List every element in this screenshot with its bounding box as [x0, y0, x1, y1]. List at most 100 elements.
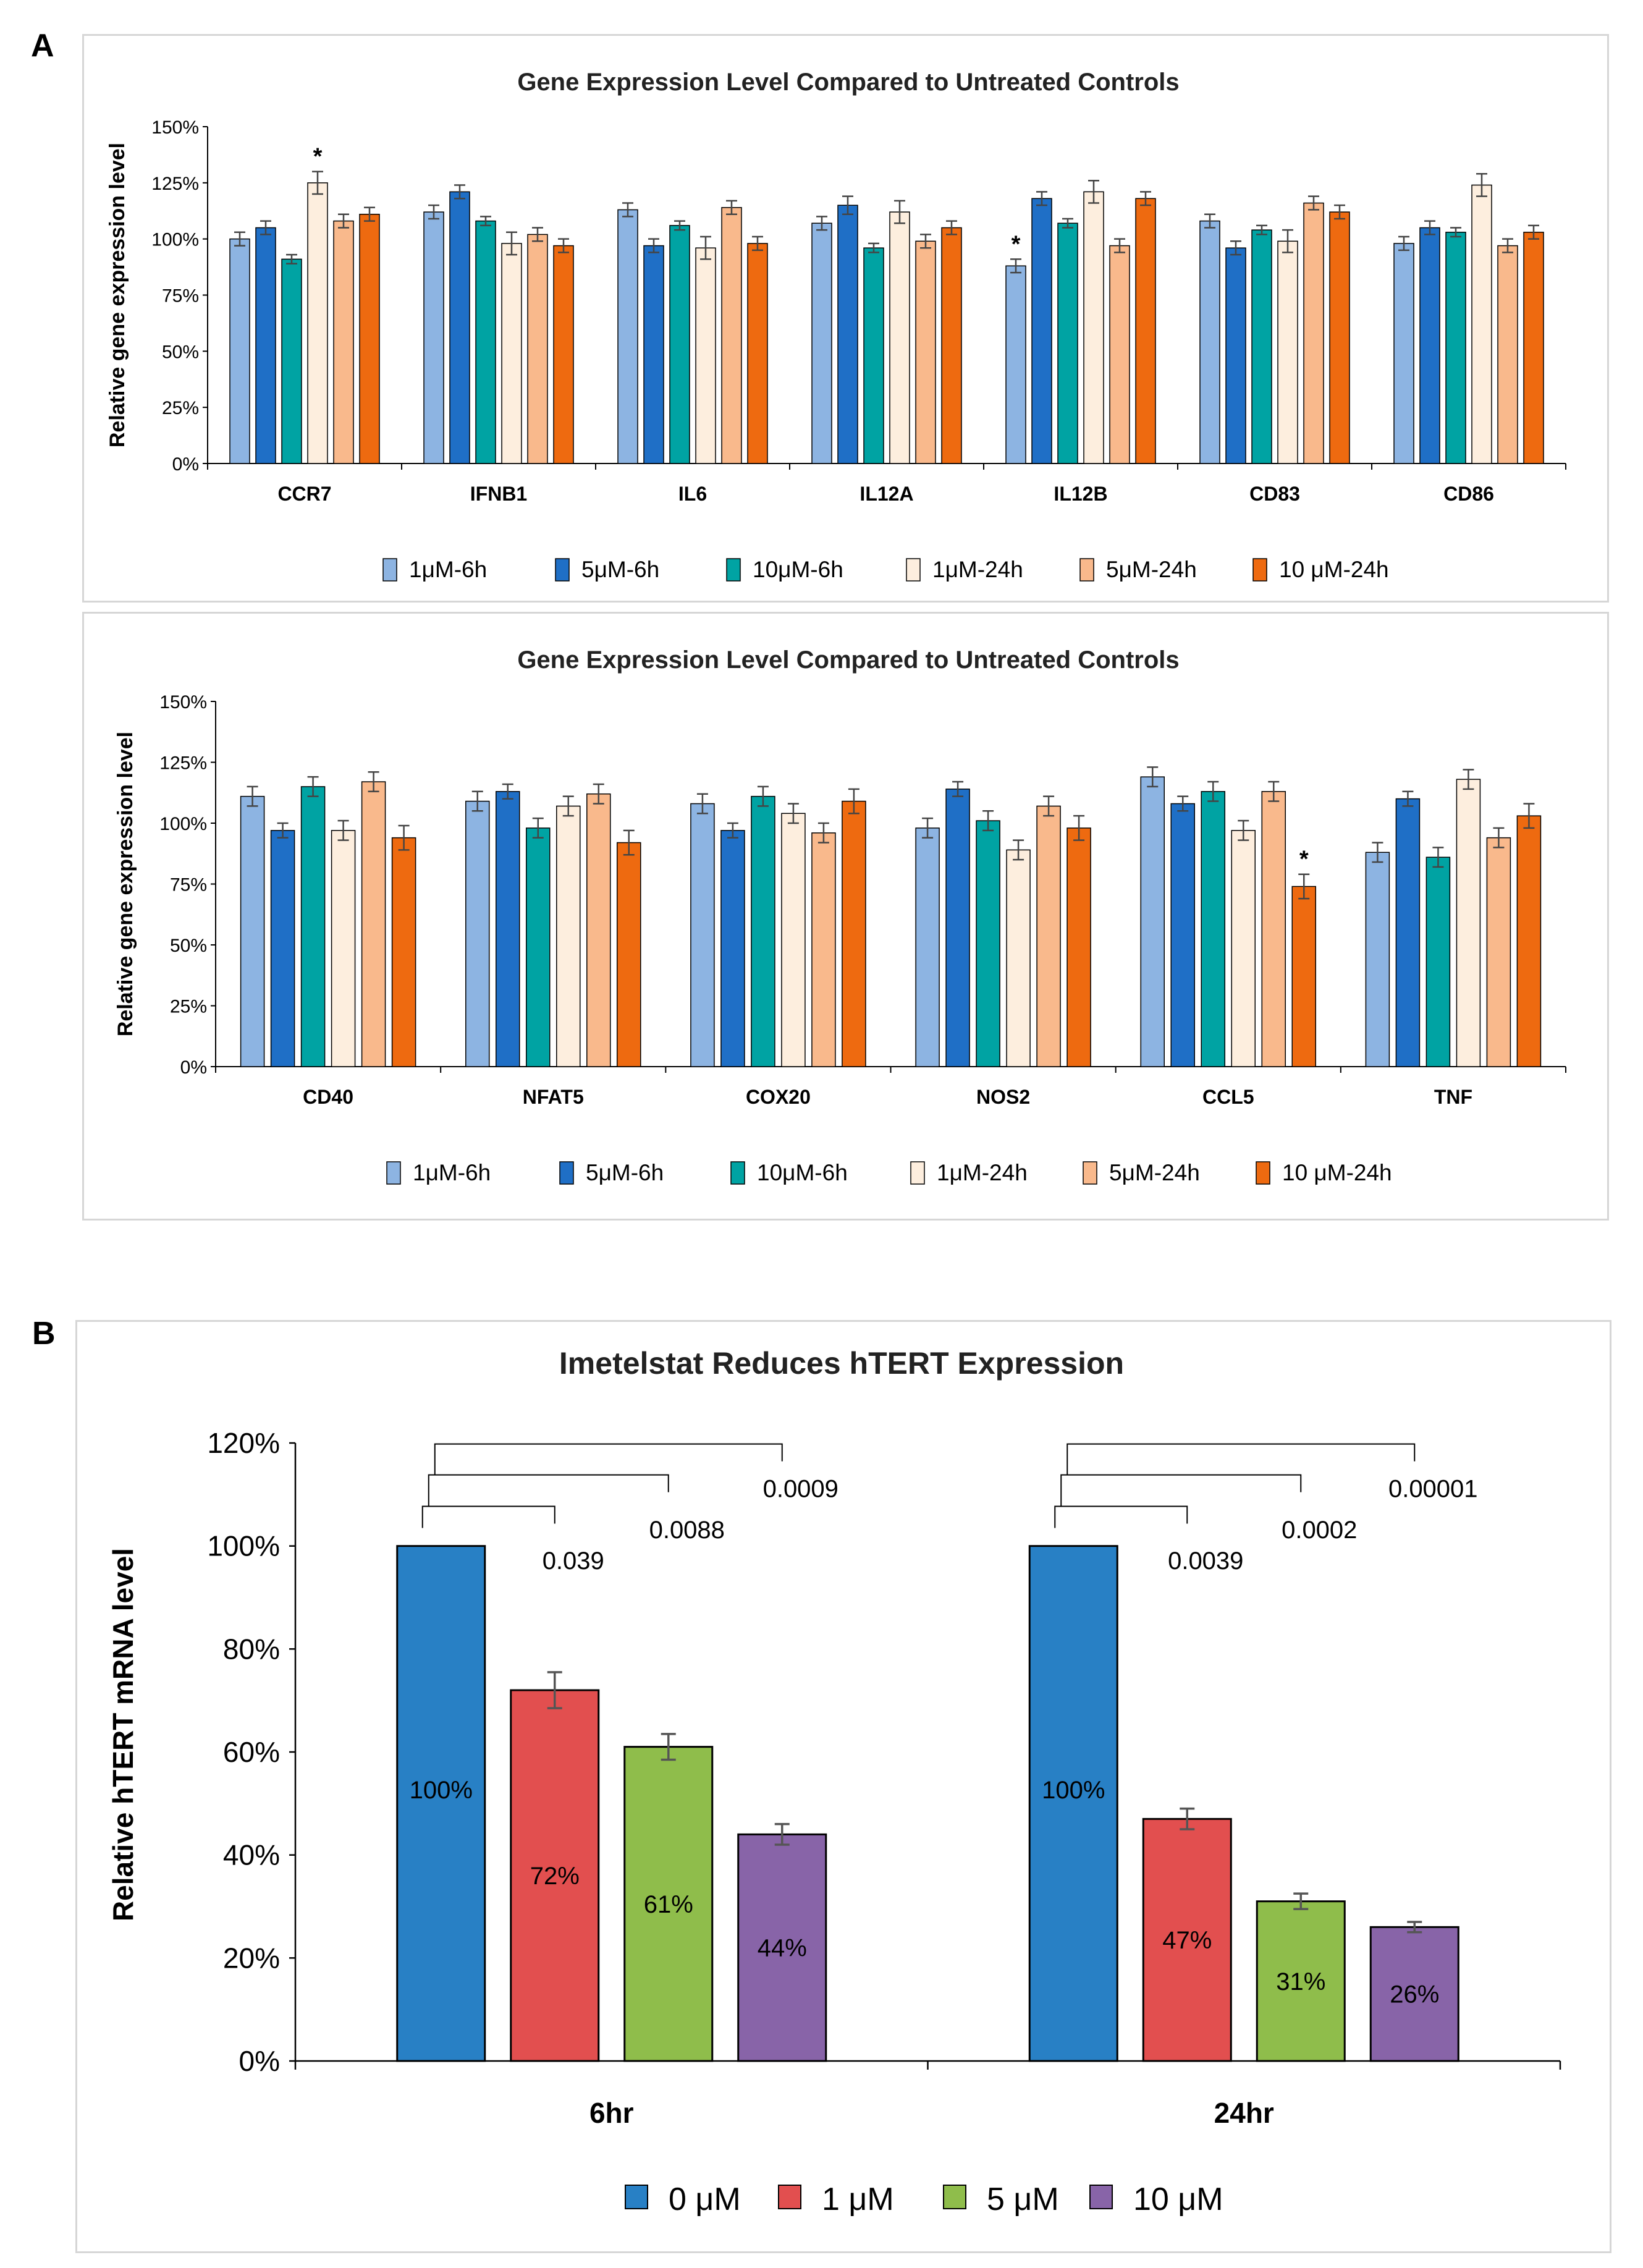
significance-star: * [1299, 847, 1309, 873]
significance-bracket [1066, 1443, 1416, 1475]
chart-b: Imetelstat Reduces hTERT Expression 0% 20%… [107, 1346, 1561, 2217]
bar-nos2-series-1 [915, 827, 940, 1067]
legend-label-4: 1μM-24h [932, 557, 1023, 582]
bar-cd40-series-4 [331, 830, 356, 1067]
bar-value-label: 31% [1276, 1968, 1325, 1995]
x-tick-label: TNF [1434, 1086, 1472, 1108]
bar-il6-series-6 [747, 243, 768, 464]
y-tick-label: 25% [170, 997, 207, 1017]
legend-swatch-4 [906, 558, 921, 582]
x-tick-label: COX20 [746, 1086, 811, 1108]
bar-cd40-series-3 [300, 786, 326, 1067]
bar-24hr-series-3 [1256, 1900, 1346, 2062]
legend-label-1: 1μM-6h [409, 557, 487, 582]
x-tick-label: 6hr [589, 2097, 634, 2129]
bar-ccl5-series-3 [1201, 791, 1225, 1067]
bar-cox20-series-4 [781, 813, 806, 1067]
panel-a1: Gene Expression Level Compared to Untrea… [82, 34, 1609, 603]
bar-il6-series-3 [669, 225, 690, 464]
bar-ifnb1-series-1 [423, 211, 444, 464]
legend-swatch-6 [1252, 558, 1267, 582]
y-tick-label: 0% [180, 1057, 207, 1078]
y-tick-label: 100% [207, 1530, 280, 1562]
bar-cd83-series-6 [1329, 211, 1350, 464]
bar-cox20-series-5 [811, 832, 836, 1067]
x-tick-label: NOS2 [976, 1086, 1030, 1108]
panel-label-a: A [31, 28, 54, 64]
bar-tnf-series-5 [1486, 837, 1511, 1067]
bar-ifnb1-series-2 [449, 191, 470, 464]
bar-cd83-series-2 [1225, 247, 1246, 464]
bar-value-label: 100% [1042, 1777, 1105, 1804]
bar-il12b-series-3 [1057, 222, 1078, 464]
chart-title: Gene Expression Level Compared to Untrea… [517, 646, 1179, 674]
bar-cd86-series-5 [1497, 245, 1518, 464]
bar-6hr-series-4 [737, 1833, 827, 2062]
legend-label-3: 10μM-6h [753, 557, 843, 582]
legend-swatch-2 [559, 1161, 574, 1185]
legend-swatch-1 [625, 2185, 648, 2209]
legend-swatch-4 [1089, 2185, 1113, 2209]
significance-bracket [421, 1505, 555, 1528]
bar-cd40-series-6 [391, 837, 416, 1067]
panel-label-b: B [32, 1316, 56, 1352]
y-tick-label: 100% [151, 230, 199, 250]
legend-label-5: 5μM-24h [1109, 1160, 1200, 1185]
y-tick-label: 25% [162, 398, 199, 418]
legend-label-1: 1μM-6h [413, 1160, 491, 1185]
bar-cd83-series-3 [1251, 229, 1272, 464]
bar-nfat5-series-1 [465, 800, 490, 1067]
bar-ifnb1-series-6 [553, 245, 574, 464]
bar-tnf-series-6 [1516, 815, 1542, 1067]
bar-il12b-series-6 [1135, 198, 1156, 464]
x-tick-label: CD86 [1443, 483, 1494, 505]
significance-bracket [428, 1474, 669, 1507]
x-tick-label: IL12A [860, 483, 913, 505]
bar-il6-series-5 [721, 207, 742, 464]
legend-swatch-3 [943, 2185, 966, 2209]
y-tick-label: 50% [162, 342, 199, 362]
bar-ccr7-series-6 [359, 213, 380, 464]
bar-cox20-series-2 [720, 830, 745, 1067]
legend-label-5: 5μM-24h [1106, 557, 1197, 582]
x-tick-label: NFAT5 [523, 1086, 584, 1108]
bar-nos2-series-4 [1006, 849, 1031, 1067]
bar-cd83-series-5 [1303, 202, 1324, 464]
bar-value-label: 72% [530, 1863, 580, 1890]
bar-cd86-series-3 [1445, 232, 1466, 464]
bar-ccr7-series-2 [255, 227, 276, 464]
bar-value-label: 44% [758, 1935, 807, 1962]
bar-cd40-series-1 [240, 795, 265, 1067]
bar-il6-series-1 [617, 209, 638, 464]
significance-bracket [1054, 1505, 1188, 1528]
p-value-label: 0.0009 [763, 1476, 838, 1503]
bar-cd86-series-6 [1523, 232, 1544, 464]
y-tick-label: 20% [223, 1942, 280, 1974]
bar-nos2-series-5 [1036, 805, 1061, 1067]
chart-a1: Gene Expression Level Compared to Untrea… [106, 69, 1566, 582]
legend-label-2: 5μM-6h [581, 557, 659, 582]
legend-label-2: 5μM-6h [586, 1160, 664, 1185]
bar-6hr-series-3 [623, 1746, 714, 2062]
bar-cd83-series-4 [1277, 240, 1298, 464]
bar-il12a-series-6 [941, 227, 962, 464]
bar-il12a-series-5 [915, 240, 936, 464]
bar-value-label: 26% [1390, 1981, 1439, 2008]
bar-6hr-series-2 [510, 1689, 600, 2062]
bar-nfat5-series-2 [496, 791, 520, 1067]
legend-label-4: 1μM-24h [937, 1160, 1028, 1185]
y-tick-label: 0% [239, 2045, 280, 2077]
legend-swatch-1 [382, 558, 397, 582]
p-value-label: 0.0039 [1168, 1547, 1243, 1575]
bar-nfat5-series-6 [617, 842, 641, 1067]
significance-star: * [313, 144, 323, 170]
y-axis-label: Relative gene expression level [106, 143, 129, 447]
panel-b: Imetelstat Reduces hTERT Expression 0% 20%… [75, 1320, 1611, 2253]
y-tick-label: 125% [159, 753, 207, 774]
y-tick-label: 80% [223, 1633, 280, 1665]
bar-ccl5-series-2 [1170, 803, 1195, 1067]
legend-swatch-2 [778, 2185, 801, 2209]
y-tick-label: 100% [159, 814, 207, 834]
p-value-label: 0.0002 [1282, 1517, 1357, 1544]
bar-nfat5-series-5 [586, 793, 611, 1067]
